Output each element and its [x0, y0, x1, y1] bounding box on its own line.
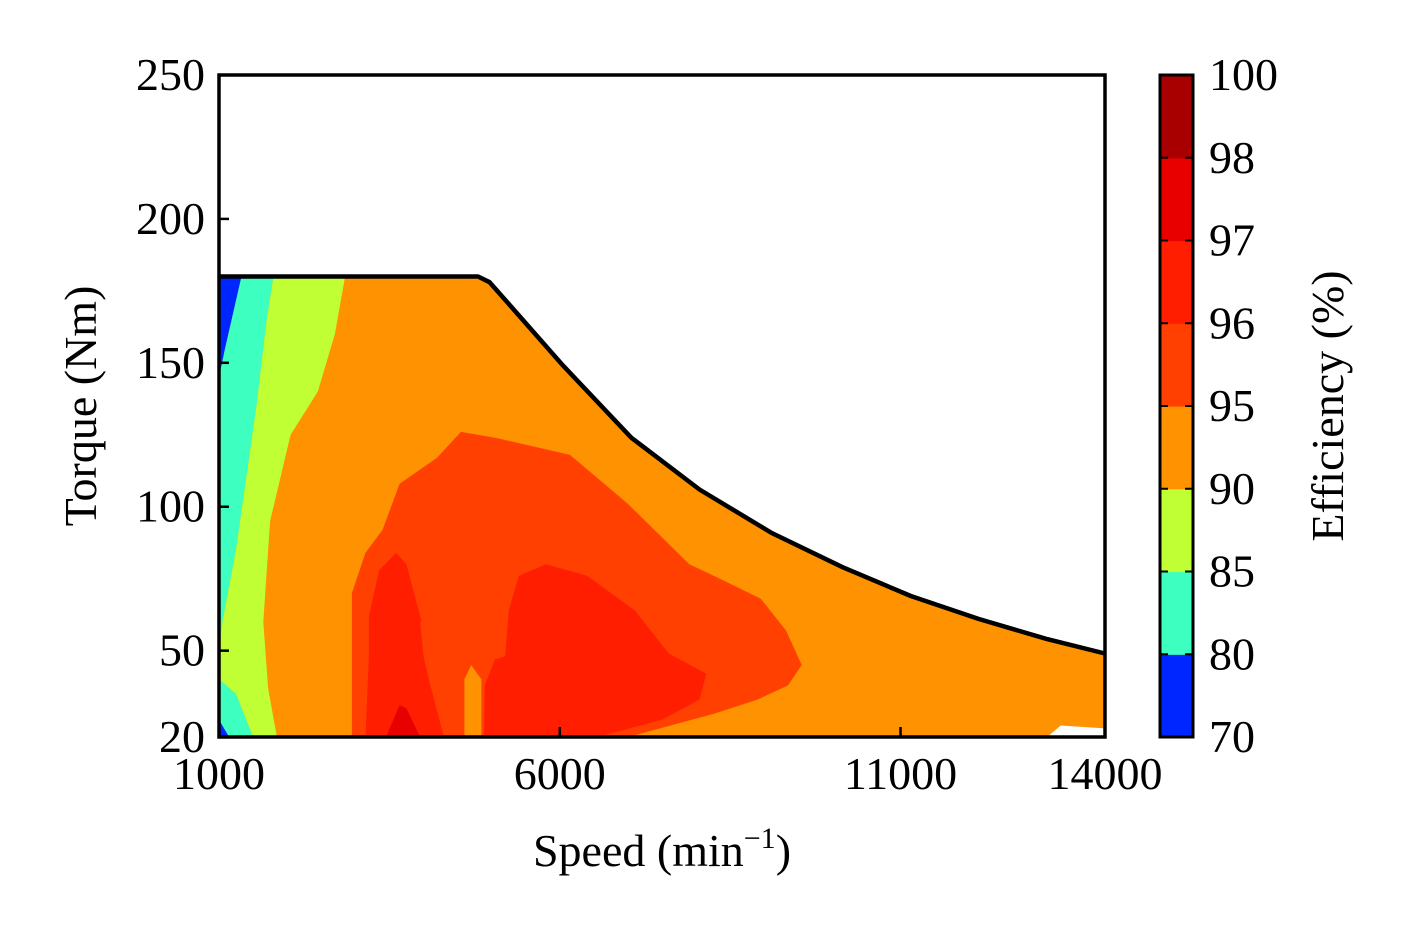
colorbar-tick-label: 90 [1209, 463, 1255, 514]
colorbar-label: Efficiency (%) [1302, 270, 1353, 541]
colorbar-segment-80-85 [1160, 571, 1193, 655]
x-tick-label: 14000 [1048, 748, 1163, 799]
x-axis-label: Speed (min−1) [533, 822, 791, 876]
colorbar-segment-95-96 [1160, 323, 1193, 407]
y-tick-label: 200 [136, 193, 205, 244]
contour-band-out-of-range [1047, 725, 1105, 737]
contour-band-70-80 [219, 276, 242, 378]
colorbar-tick-label: 85 [1209, 546, 1255, 597]
colorbar-segment-97-98 [1160, 157, 1193, 242]
colorbar-tick-label: 70 [1209, 711, 1255, 762]
colorbar-tick-label: 95 [1209, 380, 1255, 431]
y-tick-label: 50 [159, 625, 205, 676]
contour-band-80-85-2 [219, 679, 254, 737]
outside-envelope-area [219, 75, 1105, 654]
max-torque-envelope-line [219, 274, 1106, 656]
y-tick-label: 250 [136, 49, 205, 100]
y-tick-label: 150 [136, 337, 205, 388]
x-tick-label: 11000 [844, 748, 957, 799]
x-tick-label: 1000 [173, 748, 265, 799]
x-tick-label: 6000 [514, 748, 606, 799]
y-tick-label: 20 [159, 711, 205, 762]
colorbar-ticks: 70 80 85 90 95 96 97 98 100 [1160, 49, 1278, 762]
colorbar-segment-85-90 [1160, 488, 1193, 573]
contour-band-85-90 [219, 276, 346, 737]
y-axis-ticks: 20 50 100 150 200 250 [136, 49, 229, 762]
colorbar [1160, 75, 1193, 738]
colorbar-tick-label: 97 [1209, 215, 1255, 266]
colorbar-segment-90-95 [1160, 406, 1193, 490]
contour-band-96-97-b [484, 564, 707, 737]
y-tick-label: 100 [136, 481, 205, 532]
colorbar-tick-label: 100 [1209, 49, 1278, 100]
y-axis-label: Torque (Nm) [55, 286, 106, 527]
colorbar-segment-98-100 [1160, 75, 1193, 159]
colorbar-tick-label: 80 [1209, 628, 1255, 679]
contour-band-80-85 [219, 276, 274, 651]
contour-band-90-95-inlet [464, 665, 482, 737]
colorbar-frame [1158, 73, 1195, 739]
colorbar-tick-label: 96 [1209, 297, 1255, 348]
x-axis-ticks: 1000 6000 11000 14000 [173, 727, 1163, 799]
contour-fill-layer [219, 75, 1105, 737]
colorbar-tick-label: 98 [1209, 132, 1255, 183]
plot-frame [217, 73, 1107, 739]
contour-band-96-97 [365, 552, 448, 737]
colorbar-segment-96-97 [1160, 240, 1193, 324]
contour-band-97-98 [386, 705, 421, 737]
contour-band-70-80-2 [219, 719, 230, 737]
colorbar-segment-70-80 [1160, 654, 1193, 738]
